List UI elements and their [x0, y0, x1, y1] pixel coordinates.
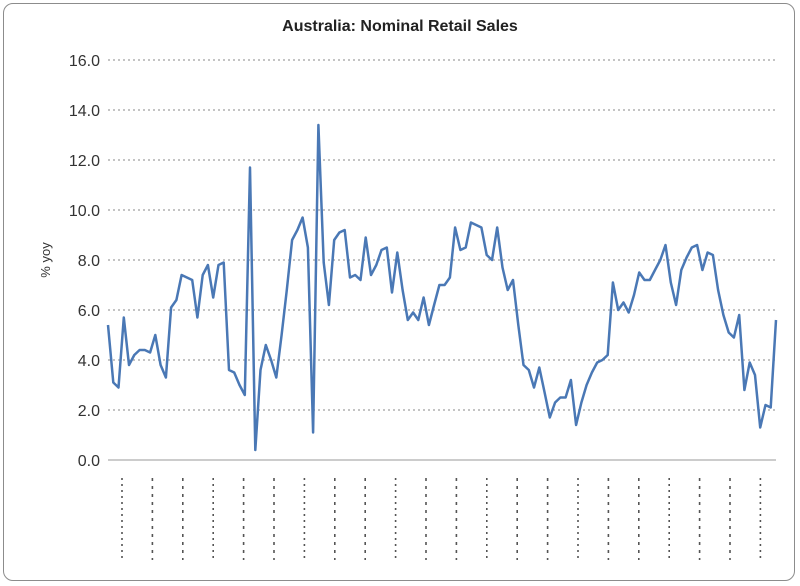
y-tick-label: 6.0: [78, 303, 100, 320]
y-tick-label: 2.0: [78, 403, 100, 420]
y-axis-label: % yoy: [38, 242, 53, 278]
y-tick-label: 8.0: [78, 253, 100, 270]
y-tick-label: 16.0: [69, 53, 100, 70]
x-axis-ticks: [121, 478, 762, 560]
gridlines: [108, 59, 776, 411]
y-tick-label: 10.0: [69, 203, 100, 220]
chart-title: Australia: Nominal Retail Sales: [282, 18, 518, 35]
y-axis-ticks: 0.0 2.0 4.0 6.0 8.0 10.0 12.0 14.0 16.0: [69, 53, 100, 470]
y-tick-label: 4.0: [78, 353, 100, 370]
y-tick-label: 14.0: [69, 103, 100, 120]
series-line: [106, 123, 778, 452]
y-tick-label: 12.0: [69, 153, 100, 170]
y-tick-label: 0.0: [78, 453, 100, 470]
chart-frame: [3, 3, 795, 581]
